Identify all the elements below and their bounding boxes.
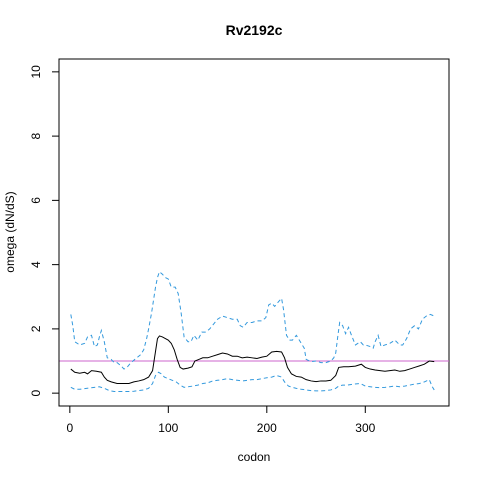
y-tick-label: 4 xyxy=(29,261,43,268)
x-tick-label: 200 xyxy=(257,421,277,435)
x-tick-label: 0 xyxy=(66,421,73,435)
y-tick-label: 10 xyxy=(29,65,43,79)
y-tick-label: 6 xyxy=(29,197,43,204)
x-tick-label: 300 xyxy=(355,421,375,435)
y-axis: 0 2 4 6 8 10 xyxy=(29,65,60,396)
series-layer xyxy=(59,270,449,393)
plot-frame xyxy=(58,58,450,407)
x-tick-label: 100 xyxy=(158,421,178,435)
y-tick-label: 0 xyxy=(29,389,43,396)
series-line-estimate xyxy=(70,335,435,385)
series-line-lower xyxy=(70,371,435,393)
y-tick-label: 8 xyxy=(29,132,43,139)
x-axis: 0 100 200 300 xyxy=(66,405,376,435)
series-line-upper xyxy=(70,270,435,370)
y-tick-label: 2 xyxy=(29,325,43,332)
x-axis-label: codon xyxy=(238,450,271,464)
y-axis-label: omega (dN/dS) xyxy=(3,191,17,272)
chart-title: Rv2192c xyxy=(226,22,283,38)
